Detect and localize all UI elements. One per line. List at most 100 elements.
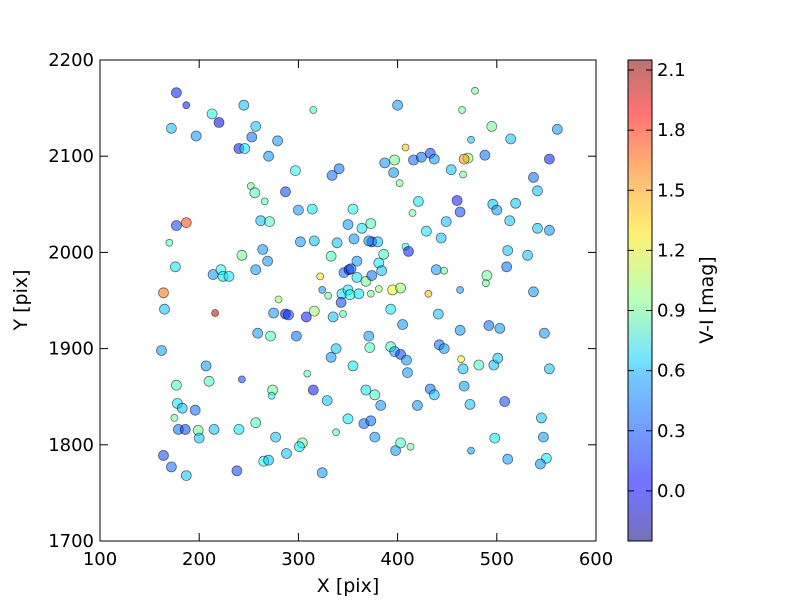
scatter-point xyxy=(402,367,413,379)
scatter-point xyxy=(494,322,506,334)
scatter-point xyxy=(432,308,444,320)
scatter-point xyxy=(333,163,345,175)
y-tick-label: 2100 xyxy=(48,146,94,167)
scatter-point xyxy=(486,121,498,132)
scatter-point xyxy=(306,203,318,215)
scatter-point xyxy=(504,215,516,227)
scatter-point xyxy=(260,197,269,206)
scatter-point xyxy=(479,149,491,161)
colorbar-label: V-I [mag] xyxy=(696,256,718,343)
scatter-point xyxy=(389,154,401,166)
scatter-point xyxy=(265,330,277,342)
scatter-point xyxy=(180,470,192,482)
y-axis: 1700 1800 1900 2000 2100 2200 xyxy=(48,50,596,552)
scatter-point xyxy=(250,121,262,132)
scatter-point xyxy=(327,311,339,323)
scatter-point xyxy=(165,122,177,134)
scatter-point xyxy=(170,413,179,422)
scatter-point xyxy=(510,197,521,209)
colorbar-tick-label: 1.2 xyxy=(657,240,686,261)
scatter-point xyxy=(395,282,407,294)
scatter-point xyxy=(471,86,479,95)
scatter-point xyxy=(454,324,466,336)
scatter-point xyxy=(365,218,377,229)
scatter-point xyxy=(206,108,218,120)
scatter-point xyxy=(170,220,182,231)
scatter-point xyxy=(499,396,511,407)
scatter-point xyxy=(364,342,376,354)
scatter-point xyxy=(522,249,533,261)
scatter-point xyxy=(237,375,246,384)
scatter-point xyxy=(262,255,274,267)
scatter-point xyxy=(190,130,202,142)
x-tick-label: 100 xyxy=(83,549,117,570)
scatter-point xyxy=(263,454,275,466)
scatter-point xyxy=(458,380,470,392)
scatter-point xyxy=(180,217,192,229)
scatter-point xyxy=(539,327,550,339)
scatter-point xyxy=(411,399,423,411)
scatter-point xyxy=(457,355,466,364)
scatter-point xyxy=(272,135,284,147)
x-tick-label: 600 xyxy=(579,549,613,570)
scatter-point xyxy=(345,263,357,275)
scatter-point xyxy=(536,412,547,424)
scatter-point xyxy=(528,286,539,298)
colorbar-tick-label: 0.9 xyxy=(657,301,686,322)
x-axis: 100 200 300 400 500 600 xyxy=(83,60,613,570)
scatter-point xyxy=(283,309,294,321)
scatter-point xyxy=(325,351,337,363)
scatter-point xyxy=(189,404,201,416)
scatter-point xyxy=(438,343,450,355)
scatter-point xyxy=(176,402,188,414)
scatter-point xyxy=(360,384,372,396)
scatter-point xyxy=(401,143,410,152)
scatter-point xyxy=(366,289,375,298)
scatter-point xyxy=(290,330,302,342)
scatter-point xyxy=(321,395,333,406)
scatter-point xyxy=(309,106,318,114)
scatter-point xyxy=(193,432,205,444)
scatter-point xyxy=(353,288,365,300)
scatter-point xyxy=(424,289,433,298)
scatter-point xyxy=(428,153,440,165)
scatter-point xyxy=(544,363,555,375)
scatter-point xyxy=(459,170,468,179)
scatter-point xyxy=(342,413,354,425)
colorbar-tick-label: 1.5 xyxy=(657,180,686,201)
colorbar-tick-label: 0.3 xyxy=(657,421,686,442)
scatter-point xyxy=(473,359,485,371)
scatter-point xyxy=(374,285,383,293)
x-axis-label: X [pix] xyxy=(317,575,379,597)
scatter-point xyxy=(365,415,377,427)
scatter-point xyxy=(501,261,513,273)
scatter-point xyxy=(440,216,452,228)
scatter-point xyxy=(325,250,337,262)
scatter-point xyxy=(303,369,312,378)
scatter-point xyxy=(308,235,320,247)
scatter-point xyxy=(267,391,276,400)
scatter-point xyxy=(481,279,490,288)
scatter-point xyxy=(169,261,181,273)
scatter-point xyxy=(489,432,501,444)
scatter-point xyxy=(435,232,447,244)
x-tick-label: 300 xyxy=(281,549,315,570)
scatter-points xyxy=(156,86,563,482)
scatter-point xyxy=(532,185,543,197)
scatter-point xyxy=(331,237,343,249)
scatter-point xyxy=(223,270,235,282)
scatter-point xyxy=(351,271,363,283)
scatter-point xyxy=(532,222,543,234)
scatter-point xyxy=(385,303,397,315)
scatter-point xyxy=(492,352,504,364)
scatter-point xyxy=(378,248,390,260)
scatter-point xyxy=(363,330,375,342)
scatter-point xyxy=(445,164,457,176)
scatter-point xyxy=(395,179,404,188)
scatter-point xyxy=(264,216,276,228)
scatter-point xyxy=(326,169,338,181)
scatter-point xyxy=(156,345,167,356)
scatter-point xyxy=(390,445,402,457)
scatter-point xyxy=(403,245,414,257)
scatter-point xyxy=(544,224,555,236)
